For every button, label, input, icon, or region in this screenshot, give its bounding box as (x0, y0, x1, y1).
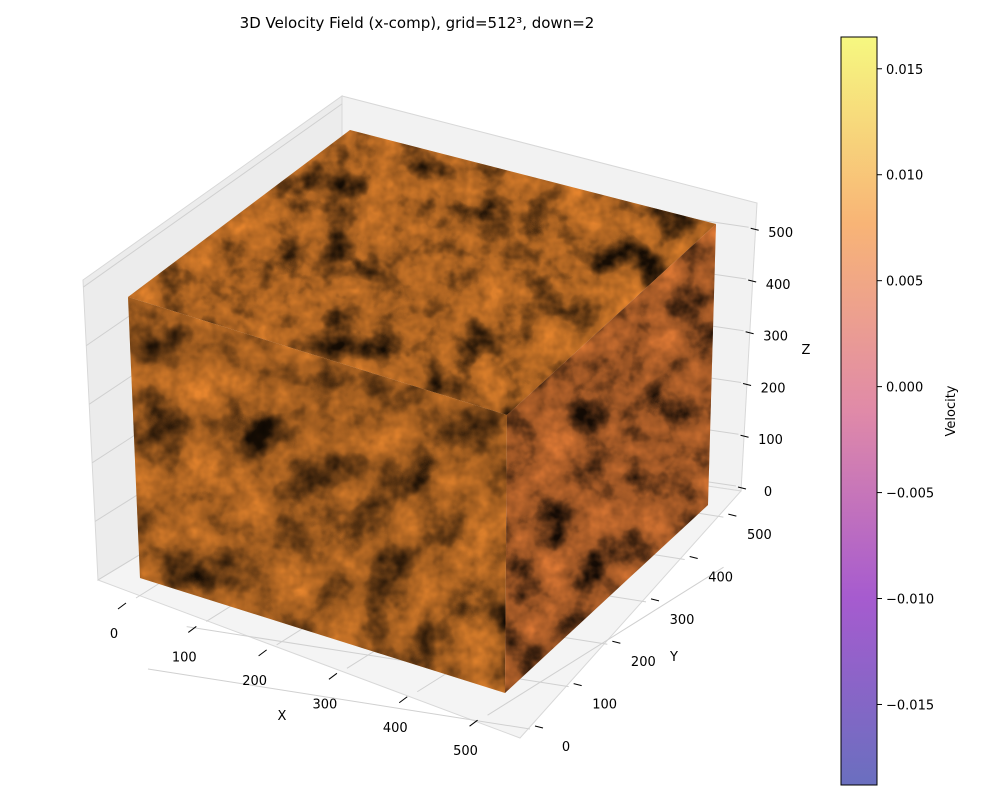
z-tick-mark (737, 486, 747, 490)
y-tick-mark (534, 725, 544, 729)
z-grid-line-left (83, 103, 343, 288)
x-tick-label: 400 (383, 721, 408, 736)
y-axis-label: Y (669, 650, 678, 665)
y-tick-label: 0 (562, 740, 570, 755)
chart-title: 3D Velocity Field (x-comp), grid=512³, d… (240, 14, 595, 32)
y-grid-line (147, 668, 531, 730)
z-tick-mark (745, 331, 754, 335)
colorbar-label: Velocity (944, 385, 959, 436)
x-axis-label: X (278, 709, 287, 724)
x-tick-label: 300 (313, 697, 338, 712)
x-tick-label: 500 (453, 744, 478, 759)
y-tick-mark (689, 555, 698, 559)
z-axis-label: Z (802, 343, 811, 358)
x-tick-mark (398, 696, 408, 704)
z-tick-mark (740, 434, 749, 438)
x-tick-mark (117, 602, 127, 610)
colorbar: 0.015 0.010 0.005 0.000 −0.005 −0.010 −0.015 V… (840, 36, 959, 786)
x-grid-line (487, 566, 724, 716)
y-tick-label: 100 (592, 698, 617, 713)
y-tick-mark (650, 598, 660, 602)
y-tick-mark (728, 513, 737, 517)
tick-labels: 0 100 200 300 400 500 0 100 200 300 400 500 0 100 200 3… (110, 226, 793, 759)
y-tick-mark (573, 683, 582, 687)
z-tick-label: 300 (763, 330, 788, 345)
z-tick-mark (742, 382, 752, 386)
z-tick-mark (748, 279, 757, 283)
x-tick-mark (328, 672, 338, 680)
colorbar-tick-label: 0.015 (886, 63, 923, 78)
y-tick-mark (612, 640, 621, 644)
z-tick-label: 0 (764, 485, 772, 500)
colorbar-tick-label: −0.010 (886, 593, 934, 608)
colorbar-tick-label: −0.015 (886, 698, 934, 713)
z-tick-label: 500 (768, 226, 793, 241)
colorbar-tick-label: 0.000 (886, 381, 923, 396)
colorbar-tick-label: −0.005 (886, 487, 934, 502)
colorbar-ticks: 0.015 0.010 0.005 0.000 −0.005 −0.010 −0.015 (877, 63, 934, 713)
y-tick-label: 400 (708, 570, 733, 585)
colorbar-gradient (840, 36, 878, 786)
y-tick-label: 300 (670, 613, 695, 628)
x-tick-label: 200 (242, 674, 267, 689)
z-tick-label: 400 (766, 278, 791, 293)
z-tick-label: 100 (758, 433, 783, 448)
tick-marks (117, 227, 759, 729)
x-tick-mark (469, 719, 478, 727)
z-tick-label: 200 (761, 381, 786, 396)
x-tick-label: 0 (110, 627, 118, 642)
y-tick-label: 200 (631, 655, 656, 670)
x-tick-mark (258, 649, 267, 657)
x-tick-mark (188, 626, 197, 633)
y-tick-label: 500 (747, 528, 772, 543)
colorbar-tick-label: 0.010 (886, 169, 923, 184)
x-tick-label: 100 (172, 650, 197, 665)
z-tick-mark (750, 227, 759, 231)
colorbar-tick-label: 0.005 (886, 275, 923, 290)
